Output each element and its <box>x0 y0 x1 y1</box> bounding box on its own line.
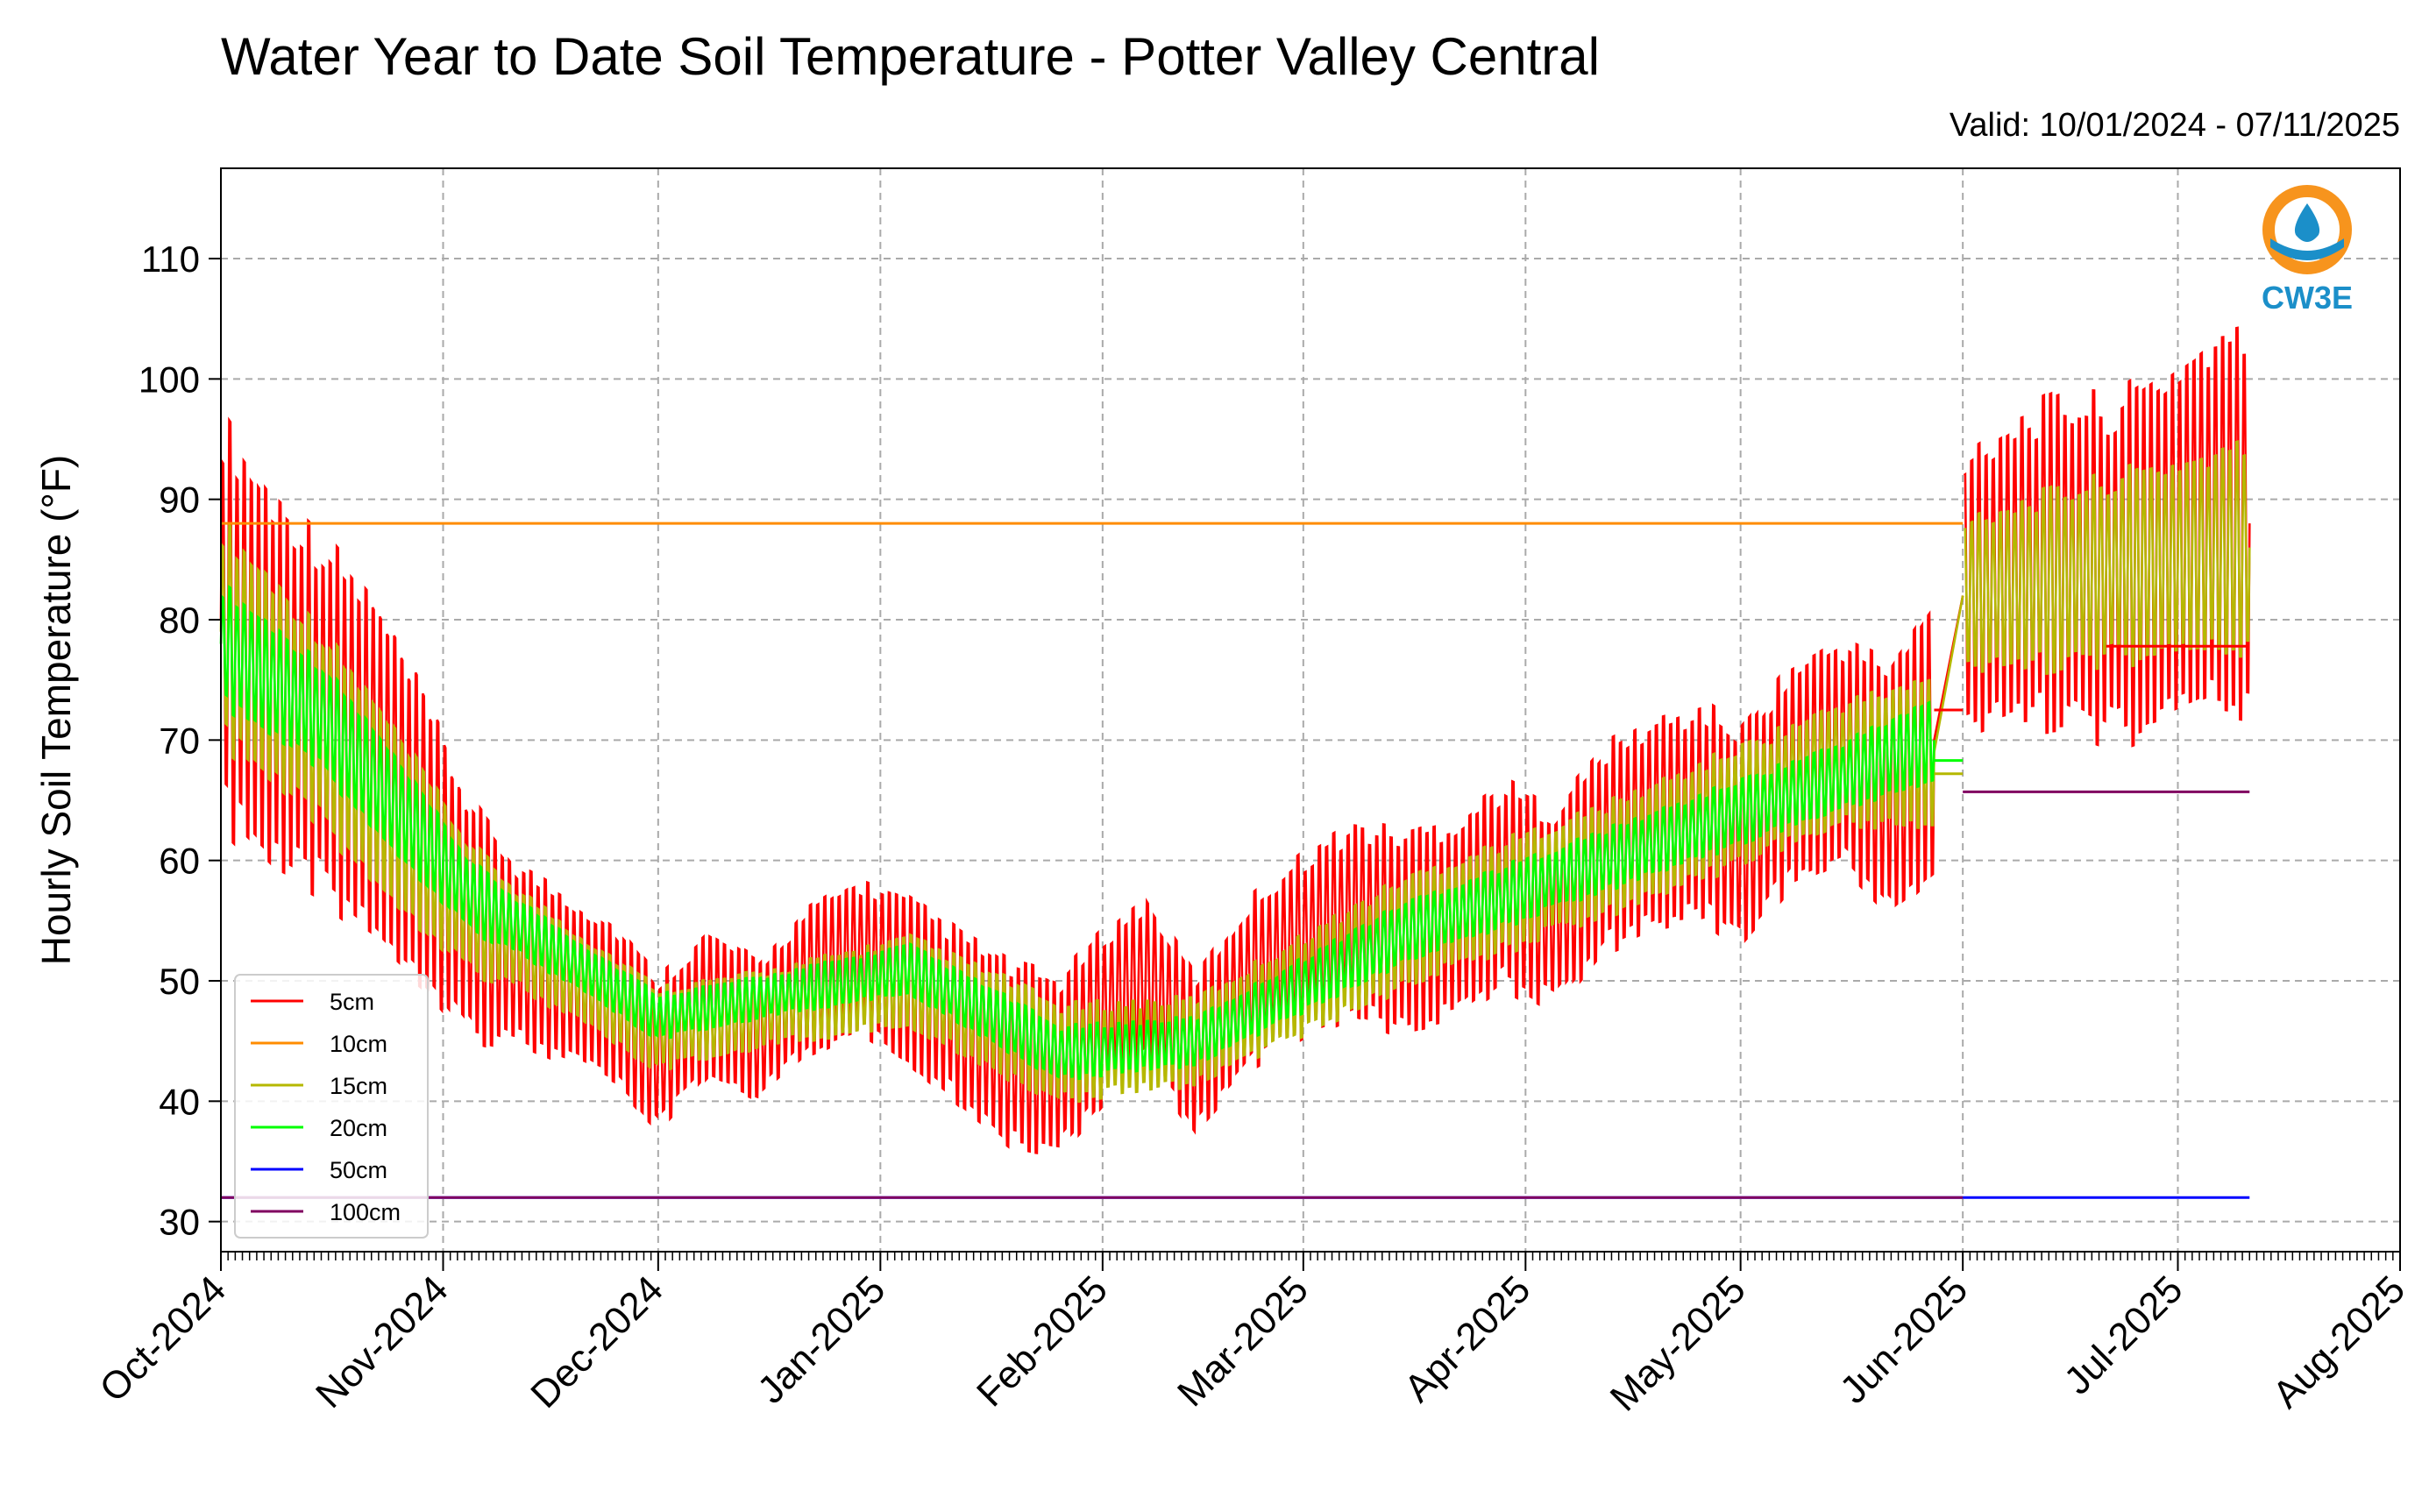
x-tick-label: Aug-2025 <box>2264 1267 2413 1416</box>
water-drop-icon <box>2294 203 2320 242</box>
series-lines <box>219 326 2251 1199</box>
logo-ring <box>2262 185 2352 274</box>
y-tick-label: 110 <box>141 238 200 280</box>
logo-text: CW3E <box>2262 280 2353 316</box>
chart-title: Water Year to Date Soil Temperature - Po… <box>221 27 1600 86</box>
legend-label-50cm: 50cm <box>330 1157 387 1183</box>
x-tick-label: Nov-2024 <box>308 1267 457 1416</box>
legend-label-15cm: 15cm <box>330 1073 387 1099</box>
y-tick-label: 50 <box>159 961 200 1002</box>
y-tick-label: 60 <box>159 841 200 882</box>
y-tick-label: 70 <box>159 720 200 761</box>
x-tick-label: Apr-2025 <box>1396 1267 1539 1410</box>
cw3e-logo: CW3E <box>2262 185 2353 316</box>
x-tick-label: Feb-2025 <box>969 1267 1116 1415</box>
x-tick-label: Mar-2025 <box>1169 1267 1317 1415</box>
valid-date-range: Valid: 10/01/2024 - 07/11/2025 <box>1949 107 2400 144</box>
legend-label-5cm: 5cm <box>330 989 374 1015</box>
series-line-20cm <box>219 585 1935 1081</box>
legend-label-100cm: 100cm <box>330 1199 401 1225</box>
y-tick-label: 100 <box>138 358 200 400</box>
y-tick-label: 90 <box>159 479 200 521</box>
legend-box <box>234 974 429 1239</box>
x-tick-label: Jan-2025 <box>749 1267 893 1411</box>
x-tick-label: May-2025 <box>1602 1267 1754 1419</box>
y-tick-label: 40 <box>159 1081 200 1122</box>
y-axis-label: Hourly Soil Temperature (°F) <box>33 455 79 966</box>
grid-lines <box>220 168 2401 1252</box>
x-tick-label: Oct-2024 <box>91 1267 234 1410</box>
y-tick-label: 30 <box>159 1202 200 1243</box>
legend-label-10cm: 10cm <box>330 1031 387 1057</box>
plot-frame <box>220 167 2401 1253</box>
legend-label-20cm: 20cm <box>330 1115 387 1141</box>
y-tick-label: 80 <box>159 600 200 641</box>
x-tick-label: Dec-2024 <box>522 1267 671 1416</box>
x-tick-label: Jun-2025 <box>1832 1267 1976 1411</box>
x-tick-label: Jul-2025 <box>2056 1267 2191 1402</box>
logo-water-icon <box>2270 238 2344 260</box>
legend: 5cm 10cm 15cm 20cm 50cm 100cm <box>234 974 429 1239</box>
